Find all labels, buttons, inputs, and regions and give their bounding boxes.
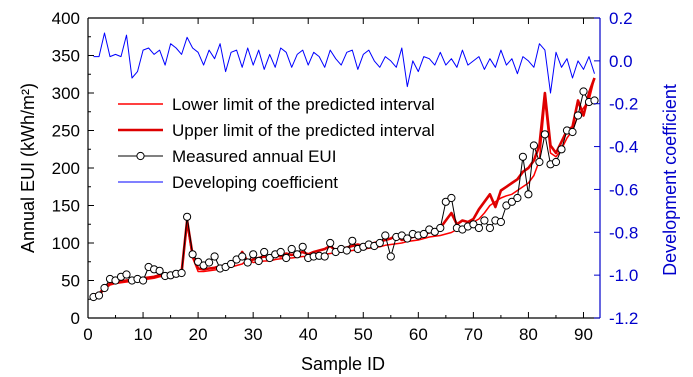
- y-tick-label-right: -1.0: [609, 266, 638, 285]
- measured-point: [590, 96, 599, 105]
- measured-point: [194, 257, 203, 266]
- measured-point: [419, 229, 428, 239]
- y-tick-label-left: 250: [52, 122, 80, 141]
- axes-layer: 0 10 20 30 40 50 60 70 80 90 0 50 100 150 200 250 300 350…: [52, 9, 639, 344]
- measured-point: [474, 223, 483, 233]
- measured-point: [238, 252, 247, 261]
- y-tick-label-right: -0.8: [609, 223, 638, 242]
- x-axis-title: Sample ID: [301, 354, 385, 374]
- measured-point: [375, 238, 384, 248]
- x-tick-label: 20: [189, 325, 208, 344]
- y-tick-label-left: 350: [52, 47, 80, 66]
- measured-point: [518, 152, 528, 161]
- y-tick-label-right: 0.0: [609, 52, 633, 71]
- measured-point: [293, 250, 302, 259]
- measured-point: [205, 258, 214, 267]
- measured-point: [573, 111, 583, 120]
- measured-point: [579, 87, 588, 96]
- measured-point: [265, 253, 274, 263]
- measured-point: [276, 247, 285, 257]
- measured-point: [139, 276, 148, 285]
- legend-marker: [136, 151, 145, 161]
- measured-point: [298, 242, 307, 251]
- measured-point: [436, 223, 445, 233]
- measured-point: [535, 157, 544, 167]
- measured-point: [502, 201, 511, 210]
- measured-point: [540, 130, 550, 139]
- y-tick-label-left: 50: [61, 272, 80, 291]
- measured-point: [496, 217, 505, 227]
- measured-point: [568, 127, 577, 137]
- measured-point: [507, 197, 516, 206]
- measured-point: [403, 234, 412, 243]
- y-tick-label-right: -0.2: [609, 95, 638, 114]
- measured-point: [524, 190, 533, 199]
- x-tick-label: 0: [83, 325, 92, 344]
- legend-label-0: Lower limit of the predicted interval: [172, 95, 435, 114]
- y-axis-title-right: Development coefficient: [660, 84, 680, 276]
- measured-point: [480, 216, 489, 225]
- series-developing-coefficient-line: [93, 32, 595, 94]
- measured-point: [210, 252, 219, 261]
- y-tick-label-left: 150: [52, 197, 80, 216]
- x-tick-label: 50: [354, 325, 373, 344]
- y-tick-label-right: -0.6: [609, 180, 638, 199]
- y-tick-label-right: -1.2: [609, 309, 638, 328]
- measured-point: [381, 231, 390, 240]
- x-tick-label: 10: [134, 325, 153, 344]
- measured-point: [282, 253, 291, 263]
- y-tick-label-left: 0: [71, 309, 80, 328]
- measured-point: [249, 250, 258, 259]
- legend-label-3: Developing coefficient: [172, 173, 338, 192]
- measured-point: [430, 227, 439, 236]
- x-tick-label: 60: [409, 325, 428, 344]
- measured-point: [485, 223, 494, 233]
- measured-point: [94, 291, 104, 300]
- measured-point: [529, 141, 539, 150]
- measured-point: [447, 193, 456, 203]
- measured-point: [111, 276, 120, 285]
- x-tick-label: 40: [299, 325, 318, 344]
- measured-point: [155, 266, 164, 275]
- measured-point: [551, 157, 561, 167]
- measured-point: [287, 244, 296, 254]
- measured-point: [348, 236, 357, 245]
- x-tick-label: 30: [244, 325, 263, 344]
- measured-point: [100, 283, 109, 293]
- measured-point: [254, 256, 263, 266]
- measured-point: [320, 252, 329, 261]
- y-tick-label-left: 200: [52, 159, 80, 178]
- y-tick-label-left: 300: [52, 84, 80, 103]
- measured-point: [469, 220, 478, 229]
- legend-label-1: Upper limit of the predicted interval: [172, 121, 435, 140]
- y-tick-label-left: 100: [52, 234, 80, 253]
- measured-point: [557, 145, 566, 154]
- measured-point: [441, 197, 450, 206]
- y-tick-label-right: 0.2: [609, 9, 633, 28]
- measured-point: [326, 238, 335, 248]
- measured-point: [342, 246, 351, 255]
- y-tick-label-left: 400: [52, 9, 80, 28]
- measured-point: [513, 193, 522, 203]
- legend-label-2: Measured annual EUI: [172, 147, 336, 166]
- measured-point: [260, 247, 269, 257]
- measured-point: [188, 250, 197, 259]
- measured-point: [243, 258, 252, 267]
- measured-point: [183, 212, 192, 221]
- y-tick-label-right: -0.4: [609, 138, 638, 157]
- x-tick-label: 70: [464, 325, 483, 344]
- measured-point: [122, 270, 131, 279]
- measured-point: [227, 259, 236, 269]
- measured-point: [386, 252, 395, 261]
- measured-point: [177, 268, 186, 278]
- x-tick-label: 80: [519, 325, 538, 344]
- plot-layer: [89, 32, 599, 302]
- y-axis-title-left: Annual EUI (kWh/m²): [18, 83, 38, 253]
- legend: Lower limit of the predicted interval Upp…: [118, 95, 435, 192]
- x-tick-label: 90: [574, 325, 593, 344]
